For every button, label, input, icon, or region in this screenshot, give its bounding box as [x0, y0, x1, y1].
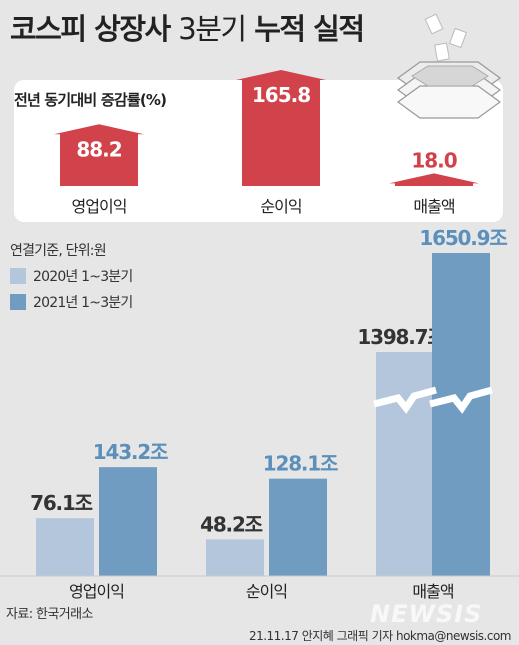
axis-break-mark-1 — [429, 386, 493, 414]
title-thin: 3분기 — [178, 12, 247, 46]
legend-swatch-2021 — [10, 294, 26, 310]
bar-category-label-2: 매출액 — [412, 582, 453, 601]
bar-value-label-2021-2: 1650.9조 — [419, 226, 507, 250]
bar-2021-1 — [269, 478, 327, 576]
growth-value-label-0: 88.2 — [76, 137, 121, 161]
bar-2020-2 — [376, 352, 434, 576]
growth-arrow-2 — [389, 173, 479, 186]
growth-label: 전년 동기대비 증감률(%) — [14, 91, 167, 109]
growth-value-label-1: 165.8 — [252, 83, 310, 107]
growth-category-label-0: 영업이익 — [72, 197, 127, 216]
bar-category-label-1: 순이익 — [246, 582, 287, 601]
growth-arrow-0 — [54, 124, 144, 186]
bar-value-label-2021-0: 143.2조 — [93, 440, 168, 464]
legend-label-2020: 2020년 1~3분기 — [33, 269, 133, 285]
legend-label-2021: 2021년 1~3분기 — [33, 295, 133, 311]
bar-value-label-2020-1: 48.2조 — [200, 512, 263, 536]
bar-value-label-2020-0: 76.1조 — [30, 491, 93, 515]
bar-2021-0 — [99, 467, 157, 576]
credit-line: 21.11.17 안지혜 그래픽 기자 hokma@newsis.com — [248, 629, 512, 643]
bar-value-label-2021-1: 128.1조 — [263, 452, 338, 476]
bar-value-label-2020-2: 1398.7조 — [357, 325, 445, 349]
bar-2020-0 — [36, 518, 94, 576]
legend-swatch-2020 — [10, 268, 26, 284]
source-note: 자료: 한국거래소 — [6, 607, 93, 622]
bar-2021-2 — [432, 253, 490, 576]
growth-category-label-2: 매출액 — [413, 197, 454, 216]
page-title: 코스피 상장사 3분기 누적 실적 — [10, 6, 365, 48]
growth-value-label-2: 18.0 — [411, 148, 456, 172]
growth-arrow-1 — [236, 69, 326, 186]
bar-2020-1 — [206, 539, 264, 576]
units-note: 연결기준, 단위:원 — [10, 243, 107, 259]
bar-category-label-0: 영업이익 — [69, 582, 124, 601]
title-bold: 코스피 상장사 — [10, 12, 171, 46]
newsis-watermark: NEWSIS — [370, 600, 483, 628]
title-rest: 누적 실적 — [254, 12, 365, 46]
growth-category-label-1: 순이익 — [260, 197, 301, 216]
paper-stack-icon — [396, 13, 502, 119]
axis-break-mark-0 — [373, 386, 437, 414]
